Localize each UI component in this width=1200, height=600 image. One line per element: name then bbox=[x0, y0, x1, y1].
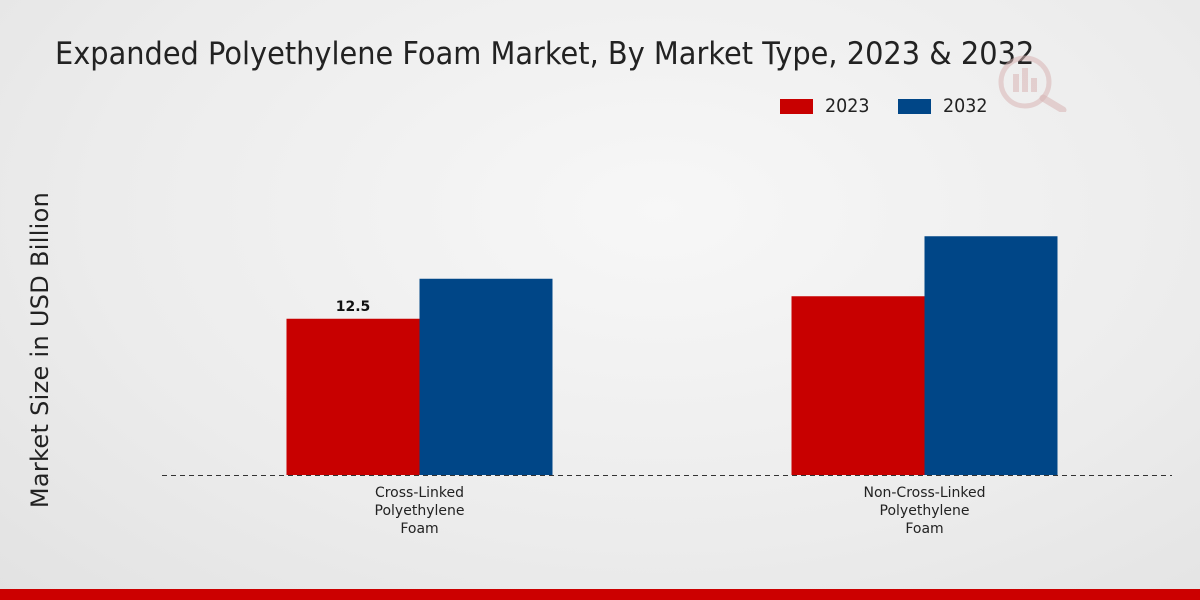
logo-watermark-icon bbox=[993, 52, 1073, 116]
legend-label-2023: 2023 bbox=[825, 95, 870, 117]
x-tick-label-line: Non-Cross-Linked bbox=[863, 485, 985, 501]
bar-2023-1 bbox=[286, 318, 420, 475]
x-tick-label-2: Non-Cross-Linked Polyethylene Foam bbox=[863, 485, 985, 537]
data-label-2023-1: 12.5 bbox=[336, 299, 371, 315]
x-tick-label-line: Polyethylene bbox=[375, 503, 465, 519]
legend-swatch-2023 bbox=[780, 98, 813, 114]
x-tick-label-line: Cross-Linked bbox=[375, 485, 464, 501]
x-tick-label-1: Cross-Linked Polyethylene Foam bbox=[375, 485, 465, 537]
chart-title: Expanded Polyethylene Foam Market, By Ma… bbox=[55, 36, 1035, 72]
bar-2032-1 bbox=[419, 278, 553, 475]
footer-bar bbox=[0, 589, 1200, 600]
x-tick-label-line: Foam bbox=[400, 521, 438, 537]
legend-item-2032: 2032 bbox=[898, 94, 991, 118]
legend-label-2032: 2032 bbox=[943, 95, 988, 117]
legend-item-2023: 2023 bbox=[780, 94, 873, 118]
x-tick-label-line: Polyethylene bbox=[880, 503, 970, 519]
legend-swatch-2032 bbox=[898, 98, 931, 114]
x-tick-label-line: Foam bbox=[905, 521, 943, 537]
bar-2032-2 bbox=[924, 236, 1058, 475]
bar-2023-2 bbox=[791, 296, 925, 475]
